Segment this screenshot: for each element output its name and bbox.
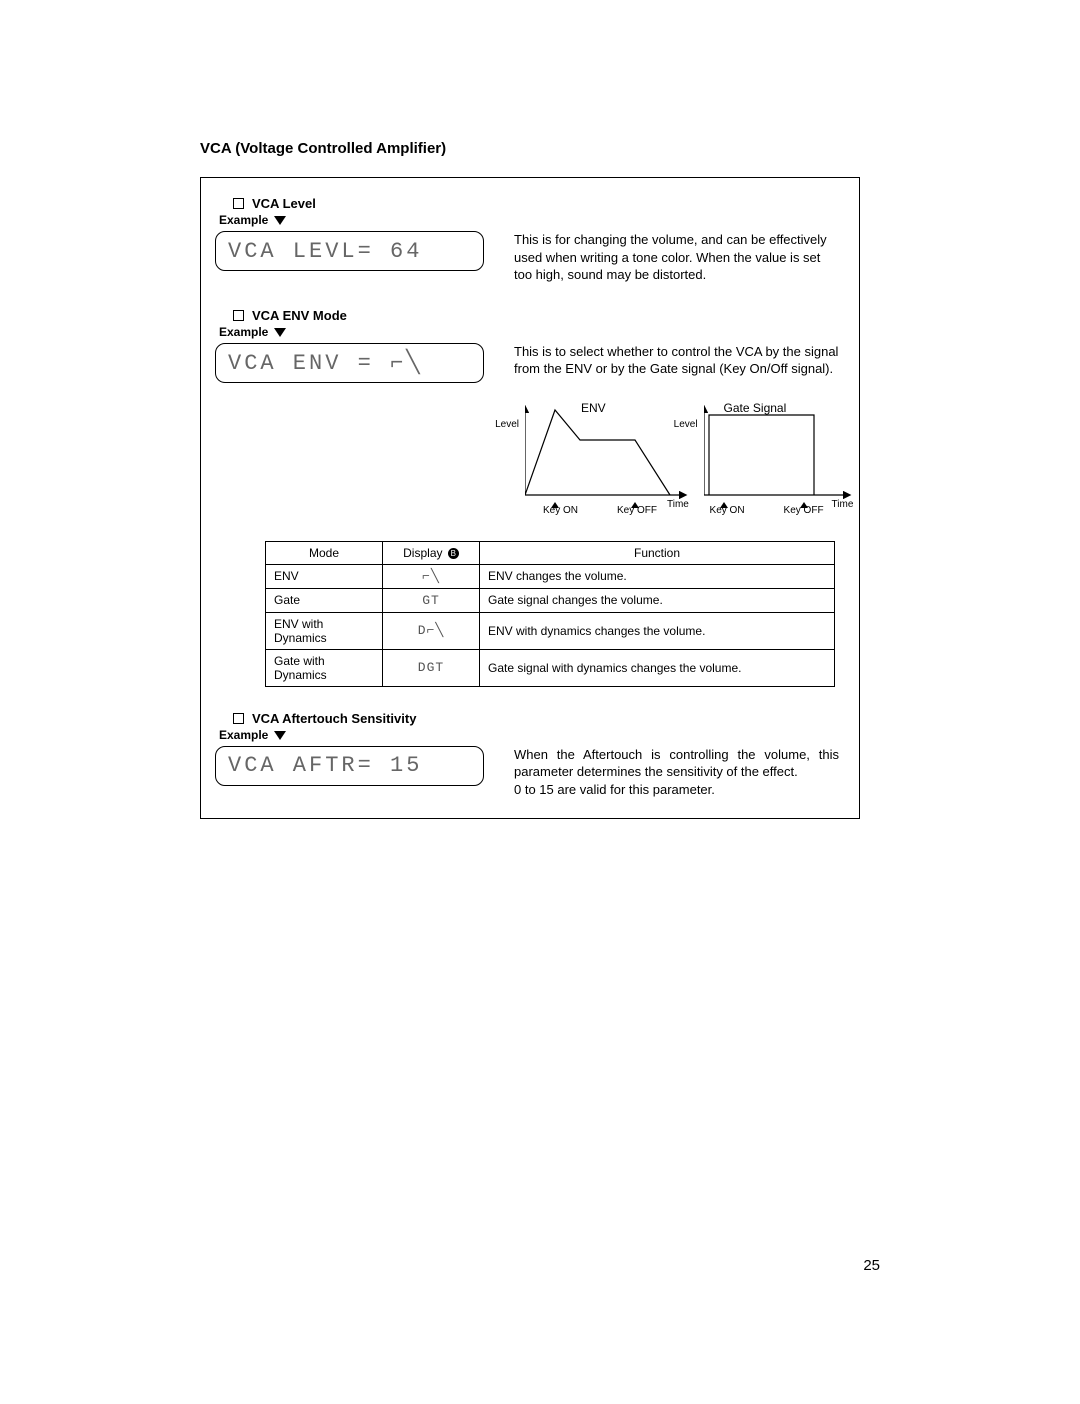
cell-function: ENV with dynamics changes the volume. (480, 612, 835, 649)
th-display-text: Display (403, 546, 442, 560)
example-text: Example (219, 728, 268, 742)
cell-function: ENV changes the volume. (480, 564, 835, 588)
gate-curve (709, 415, 814, 495)
cell-display: GT (383, 588, 480, 612)
cell-display: ⌐╲ (383, 564, 480, 588)
vca-level-desc: This is for changing the volume, and can… (514, 231, 839, 284)
vca-aftertouch-desc-1: When the Aftertouch is controlling the v… (514, 746, 839, 781)
section-heading: VCA (Voltage Controlled Amplifier) (200, 140, 860, 157)
key-off-label: Key OFF (784, 505, 824, 516)
cell-mode: ENV (266, 564, 383, 588)
vca-aftertouch-title-text: VCA Aftertouch Sensitivity (252, 711, 416, 726)
bullet-icon (233, 310, 244, 321)
triangle-down-icon (274, 216, 286, 225)
vca-env-mode-lcd: VCA ENV = ⌐╲ (215, 343, 484, 383)
badge-icon: B (448, 548, 459, 559)
time-label: Time (667, 499, 689, 510)
example-text: Example (219, 325, 268, 339)
vca-level-title: VCA Level (233, 196, 839, 211)
vca-env-mode-title: VCA ENV Mode (233, 308, 839, 323)
y-axis-label: Level (495, 419, 519, 430)
triangle-down-icon (274, 328, 286, 337)
bullet-icon (233, 198, 244, 209)
example-label: Example (219, 728, 839, 742)
cell-display: D⌐╲ (383, 612, 480, 649)
cell-function: Gate signal changes the volume. (480, 588, 835, 612)
vca-env-mode-section: VCA ENV Mode Example VCA ENV = ⌐╲ This i… (215, 308, 839, 687)
vca-level-section: VCA Level Example VCA LEVL= 64 This is f… (215, 196, 839, 284)
key-off-label: Key OFF (617, 505, 657, 516)
vca-aftertouch-desc-2: 0 to 15 are valid for this parameter. (514, 781, 839, 799)
vca-env-mode-title-text: VCA ENV Mode (252, 308, 347, 323)
key-on-label: Key ON (710, 505, 745, 516)
triangle-down-icon (274, 731, 286, 740)
env-diagrams: Level ENV Key ON (525, 401, 839, 521)
table-row: Gate GT Gate signal changes the volume. (266, 588, 835, 612)
table-header-row: Mode Display B Function (266, 541, 835, 564)
vca-aftertouch-lcd: VCA AFTR= 15 (215, 746, 484, 786)
env-curve (525, 410, 670, 495)
example-label: Example (219, 325, 839, 339)
th-display: Display B (383, 541, 480, 564)
env-mode-table: Mode Display B Function ENV ⌐╲ ENV chang… (265, 541, 835, 687)
table-row: ENV ⌐╲ ENV changes the volume. (266, 564, 835, 588)
cell-mode: Gate (266, 588, 383, 612)
page-number: 25 (863, 1257, 880, 1274)
table-row: Gate with Dynamics DGT Gate signal with … (266, 649, 835, 686)
vca-aftertouch-title: VCA Aftertouch Sensitivity (233, 711, 839, 726)
vca-level-title-text: VCA Level (252, 196, 316, 211)
vca-aftertouch-desc: When the Aftertouch is controlling the v… (514, 746, 839, 799)
table-row: ENV with Dynamics D⌐╲ ENV with dynamics … (266, 612, 835, 649)
key-on-label: Key ON (543, 505, 578, 516)
y-axis-label: Level (674, 419, 698, 430)
content-box: VCA Level Example VCA LEVL= 64 This is f… (200, 177, 860, 819)
bullet-icon (233, 713, 244, 724)
th-function: Function (480, 541, 835, 564)
time-label: Time (832, 499, 854, 510)
cell-display: DGT (383, 649, 480, 686)
cell-mode: ENV with Dynamics (266, 612, 383, 649)
example-label: Example (219, 213, 839, 227)
th-mode: Mode (266, 541, 383, 564)
vca-env-mode-desc: This is to select whether to control the… (514, 343, 839, 378)
cell-function: Gate signal with dynamics changes the vo… (480, 649, 835, 686)
vca-aftertouch-section: VCA Aftertouch Sensitivity Example VCA A… (215, 711, 839, 799)
gate-diagram: Level Gate Signal Key ON Key OFF Time (704, 401, 839, 521)
env-diagram: Level ENV Key ON (525, 401, 674, 521)
example-text: Example (219, 213, 268, 227)
cell-mode: Gate with Dynamics (266, 649, 383, 686)
page-content: VCA (Voltage Controlled Amplifier) VCA L… (200, 140, 860, 819)
vca-level-lcd: VCA LEVL= 64 (215, 231, 484, 271)
